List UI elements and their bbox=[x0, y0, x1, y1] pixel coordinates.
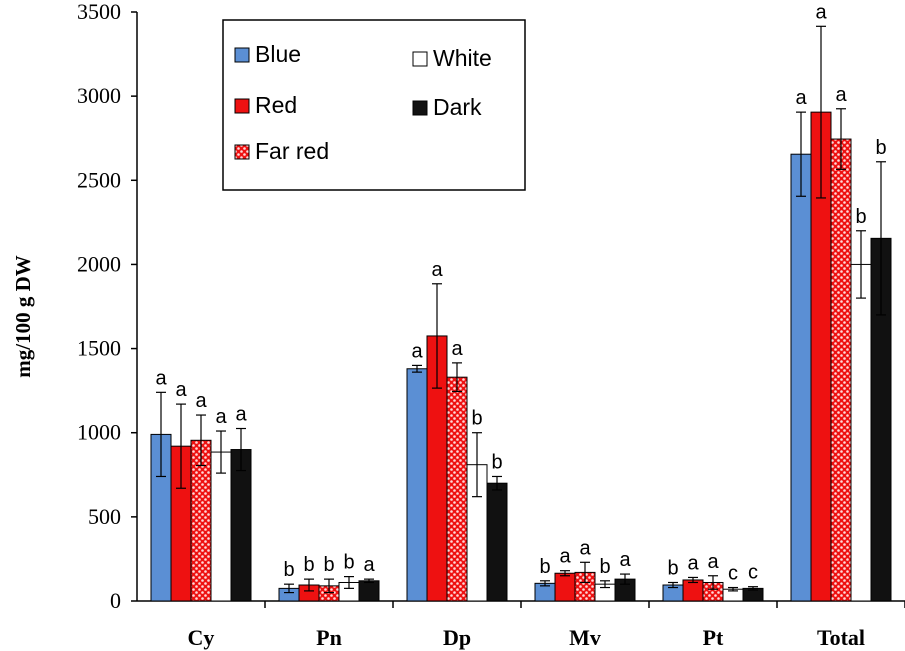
legend-swatch bbox=[412, 100, 428, 116]
axes: 0 500 1000 1500 2000 2500 3000 3500 mg/100 g DW C… bbox=[11, 0, 905, 650]
x-tick-label: Total bbox=[817, 625, 865, 650]
significance-letter: a bbox=[155, 367, 167, 389]
significance-letter: a bbox=[559, 546, 571, 568]
significance-letter: a bbox=[687, 552, 699, 574]
y-tick-label: 0 bbox=[110, 588, 121, 613]
legend-swatch bbox=[234, 144, 250, 160]
y-tick-label: 2500 bbox=[77, 167, 121, 192]
bar bbox=[830, 138, 852, 602]
significance-letter: b bbox=[283, 559, 294, 581]
bar bbox=[486, 482, 508, 602]
significance-letter: b bbox=[667, 557, 678, 579]
legend-label: Red bbox=[255, 92, 297, 118]
significance-letter: b bbox=[855, 206, 866, 228]
significance-letter: a bbox=[451, 338, 463, 360]
significance-letter: b bbox=[343, 552, 354, 574]
significance-letter: c bbox=[728, 563, 738, 585]
legend-label: Far red bbox=[255, 138, 329, 164]
x-tick-label: Mv bbox=[569, 625, 601, 650]
x-tick-label: Cy bbox=[188, 625, 215, 650]
legend-swatch bbox=[412, 51, 428, 67]
legend-label: Dark bbox=[433, 94, 482, 120]
bars bbox=[150, 25, 892, 602]
legend-swatch bbox=[234, 47, 250, 63]
bar bbox=[554, 572, 576, 602]
y-tick-label: 2000 bbox=[77, 251, 121, 276]
y-tick-label: 1000 bbox=[77, 420, 121, 445]
significance-letter: a bbox=[431, 259, 443, 281]
legend-label: Blue bbox=[255, 41, 301, 67]
bar bbox=[358, 580, 380, 602]
legend-label: White bbox=[433, 45, 492, 71]
y-axis-label: mg/100 g DW bbox=[11, 255, 35, 378]
significance-letter: a bbox=[619, 549, 631, 571]
significance-letter: b bbox=[323, 554, 334, 576]
x-tick-label: Pt bbox=[703, 625, 724, 650]
significance-letter: b bbox=[471, 408, 482, 430]
x-tick-label: Dp bbox=[443, 625, 471, 650]
x-tick-label: Pn bbox=[316, 625, 342, 650]
legend: Blue Red Far red White Dark bbox=[222, 19, 526, 191]
significance-letter: b bbox=[491, 451, 502, 473]
significance-letter: a bbox=[363, 554, 375, 576]
bar bbox=[850, 263, 872, 602]
y-tick-label: 3500 bbox=[77, 0, 121, 24]
y-tick-label: 500 bbox=[88, 504, 121, 529]
significance-letter: a bbox=[235, 404, 247, 426]
y-tick-label: 3000 bbox=[77, 83, 121, 108]
significance-letter: a bbox=[175, 379, 187, 401]
bar bbox=[210, 451, 232, 602]
significance-letter: b bbox=[539, 556, 550, 578]
significance-letter: a bbox=[707, 551, 719, 573]
legend-box bbox=[222, 19, 526, 191]
bar bbox=[230, 449, 252, 602]
significance-letter: b bbox=[875, 137, 886, 159]
significance-letter: c bbox=[748, 562, 758, 584]
y-tick-label: 1500 bbox=[77, 336, 121, 361]
significance-letter: a bbox=[835, 84, 847, 106]
significance-letter: b bbox=[303, 554, 314, 576]
legend-swatch bbox=[234, 98, 250, 114]
bar bbox=[682, 579, 704, 602]
significance-letter: a bbox=[815, 1, 827, 23]
significance-letter: a bbox=[579, 537, 591, 559]
bar bbox=[446, 376, 468, 602]
significance-letter: a bbox=[795, 87, 807, 109]
significance-letter: a bbox=[411, 340, 423, 362]
significance-letter: b bbox=[599, 556, 610, 578]
bar bbox=[790, 153, 812, 602]
significance-letter: a bbox=[215, 406, 227, 428]
bar bbox=[406, 368, 428, 602]
significance-letter: a bbox=[195, 390, 207, 412]
